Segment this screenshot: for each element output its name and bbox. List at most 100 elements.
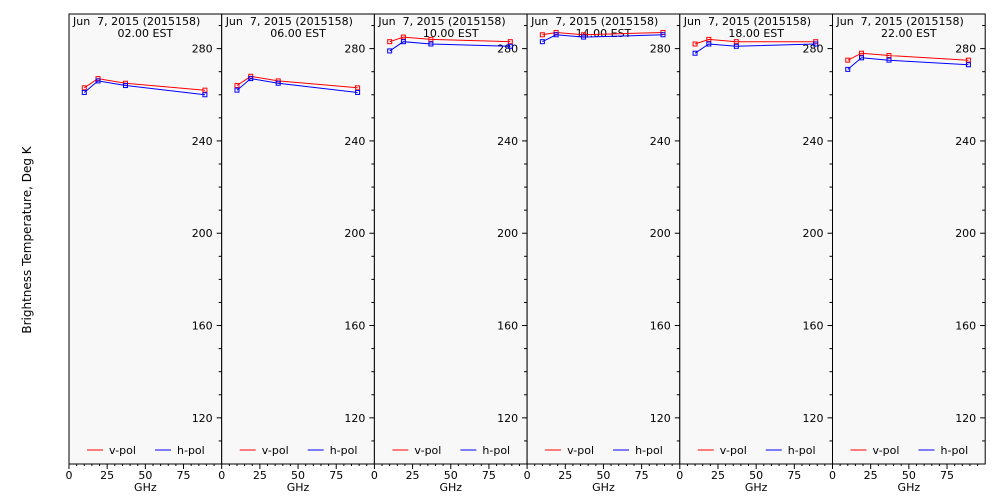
y-tick-label: 240 [497,135,518,148]
panel-subtitle: 02.00 EST [118,27,174,40]
y-tick-label: 160 [650,320,671,333]
x-tick-label: 75 [329,469,343,482]
data-point-h-pol [355,89,361,95]
data-point-v-pol [859,50,865,56]
data-point-h-pol [733,43,739,49]
series-line-h-pol [83,80,205,96]
panel-title: Jun 7, 2015 (2015158) [836,15,964,28]
data-point-h-pol [81,89,87,95]
panel-subtitle: 22.00 EST [881,27,937,40]
data-point-h-pol [539,39,545,45]
data-point-v-pol [428,36,434,42]
y-tick-label: 160 [344,320,365,333]
x-tick-label: 0 [371,469,378,482]
x-axis-label: GHz [745,481,768,494]
legend-label-h-pol: h-pol [330,444,358,457]
x-tick-label: 50 [749,469,763,482]
legend-label-h-pol: h-pol [482,444,510,457]
series-line-h-pol [236,78,358,93]
panels-group: Jun 7, 2015 (2015158) 02.00 EST 120 160 200 2… [66,13,986,494]
x-tick-label: 25 [711,469,725,482]
panel-title: Jun 7, 2015 (2015158) [225,15,353,28]
legend-label-h-pol: h-pol [788,444,816,457]
data-point-v-pol [692,41,698,47]
y-tick-label: 120 [497,412,518,425]
data-point-h-pol [122,83,128,89]
y-tick-label: 160 [497,320,518,333]
panel-subtitle: 10.00 EST [423,27,479,40]
y-tick-label: 120 [344,412,365,425]
x-tick-label: 75 [177,469,191,482]
x-tick-label: 25 [558,469,572,482]
legend-label-h-pol: h-pol [635,444,663,457]
y-tick-label: 200 [192,227,213,240]
data-point-h-pol [813,41,819,47]
y-tick-label: 280 [955,43,976,56]
x-tick-label: 25 [406,469,420,482]
data-point-h-pol [95,78,101,84]
data-point-v-pol [202,87,208,93]
panel-frame [373,13,528,465]
data-point-v-pol [539,32,545,38]
panel-title: Jun 7, 2015 (2015158) [377,15,505,28]
series-line-v-pol [542,31,664,36]
series-line-v-pol [84,78,205,91]
y-tick-label: 120 [803,412,824,425]
x-tick-label: 0 [66,469,73,482]
y-tick-label: 280 [650,43,671,56]
legend-label-v-pol: v-pol [109,444,136,457]
panel-frame [832,13,986,465]
legend-label-v-pol: v-pol [414,444,441,457]
x-tick-label: 50 [902,469,916,482]
x-tick-label: 50 [444,469,458,482]
panel-frame [221,13,375,465]
y-tick-label: 280 [344,43,365,56]
legend-label-v-pol: v-pol [567,444,594,457]
legend-label-v-pol: v-pol [262,444,289,457]
legend-label-v-pol: v-pol [720,444,747,457]
data-point-h-pol [660,32,666,38]
data-point-v-pol [355,85,361,91]
data-point-v-pol [886,53,892,59]
x-tick-label: 25 [864,469,878,482]
data-point-h-pol [886,57,892,63]
legend-label-h-pol: h-pol [941,444,969,457]
chart-panel-3: Jun 7, 2015 (2015158)10.00 EST 120 160 200 2… [371,13,528,494]
chart-panel-4: Jun 7, 2015 (2015158)14.00 EST1201602002… [524,13,681,494]
data-point-h-pol [706,41,712,47]
y-tick-label: 200 [497,227,518,240]
data-point-v-pol [387,39,393,45]
y-tick-label: 240 [650,135,671,148]
y-tick-label: 280 [497,43,518,56]
data-point-v-pol [706,36,712,42]
data-point-h-pol [387,48,393,54]
chart-panel-6: Jun 7, 2015 (2015158)22.00 EST 120 160 200 2… [829,13,986,494]
y-tick-label: 200 [803,227,824,240]
chart-panel-5: Jun 7, 2015 (2015158)18.00 EST 120 160 200 2… [676,13,833,494]
data-point-h-pol [428,41,434,47]
panel-subtitle: 18.00 EST [728,27,784,40]
y-tick-label: 280 [192,43,213,56]
panel-title: Jun 7, 2015 (2015158) [530,15,658,28]
x-axis-label: GHz [134,481,157,494]
chart-panel-2: Jun 7, 2015 (2015158)06.00 EST 120 160 200 2… [218,13,375,494]
x-axis-label: GHz [592,481,615,494]
data-point-h-pol [234,87,240,93]
series-line-v-pol [389,36,511,43]
y-tick-label: 240 [955,135,976,148]
y-tick-label: 200 [344,227,365,240]
data-point-v-pol [965,57,971,63]
data-point-h-pol [553,32,559,38]
data-point-h-pol [859,55,865,61]
x-tick-label: 0 [524,469,531,482]
x-tick-label: 75 [635,469,649,482]
series-line-h-pol [847,57,969,70]
data-point-h-pol [507,43,513,49]
data-point-v-pol [733,39,739,45]
x-axis-label: GHz [898,481,921,494]
data-point-h-pol [965,62,971,68]
y-tick-label: 120 [192,412,213,425]
y-tick-label: 160 [803,320,824,333]
y-tick-label: 200 [955,227,976,240]
